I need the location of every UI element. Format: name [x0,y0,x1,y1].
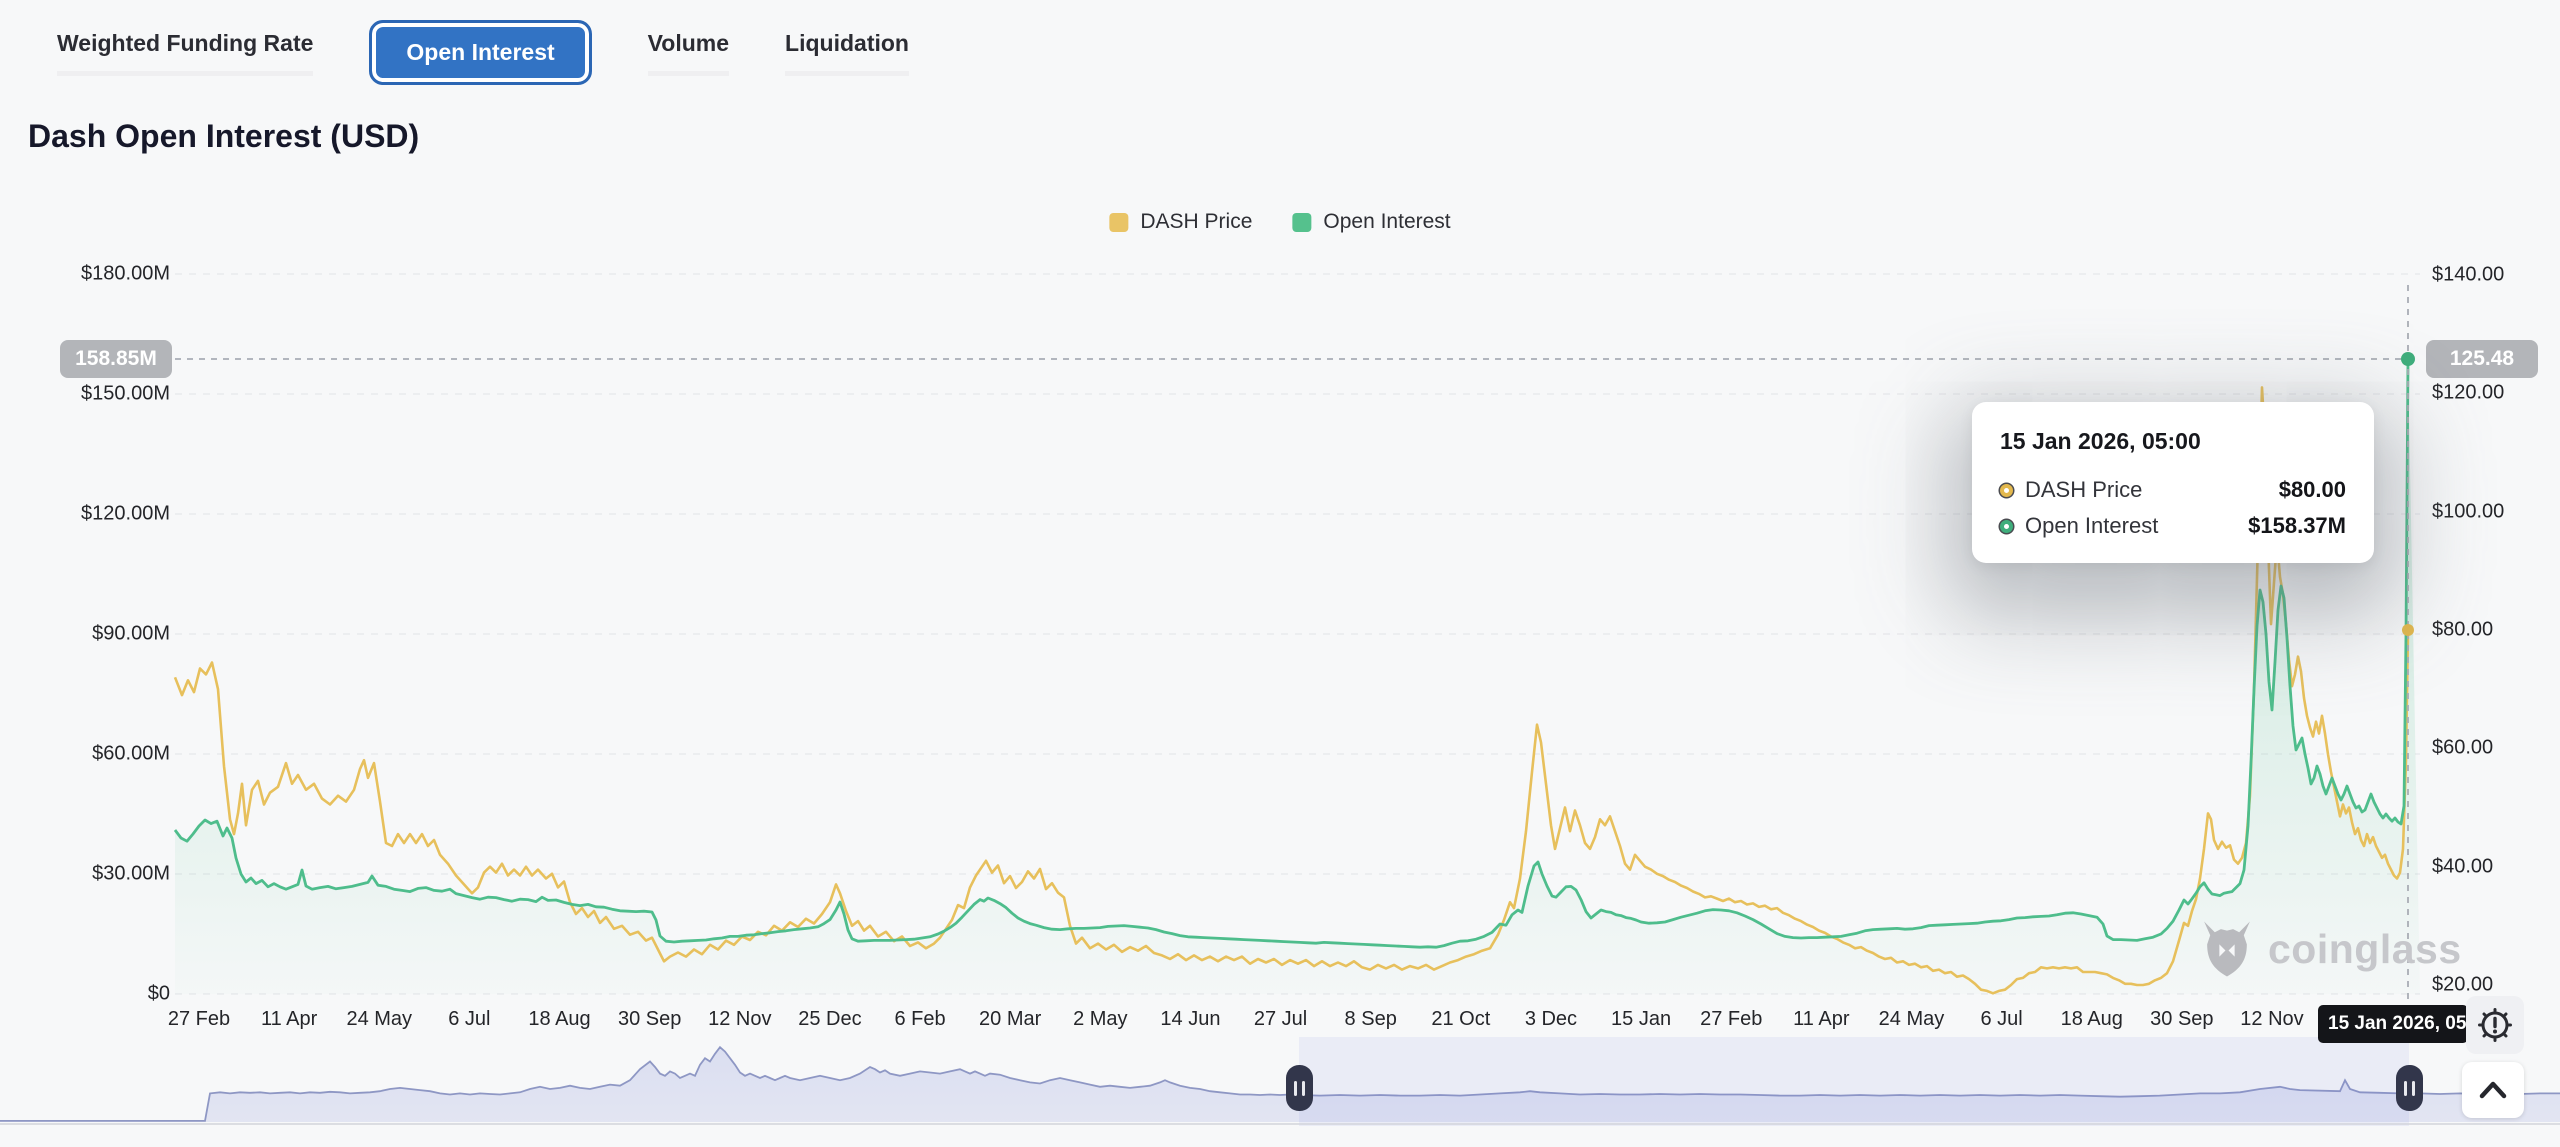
tooltip-row-value: $158.37M [2248,513,2346,538]
right-axis-tick: $60.00 [2432,736,2494,759]
x-axis-tick: 14 Jun [1160,1008,1221,1030]
right-axis-tick: $20.00 [2432,973,2494,996]
x-axis-tick: 27 Feb [167,1008,231,1030]
left-axis-tick: $120.00M [81,502,170,525]
tooltip-row-open-interest: Open Interest $158.37M [2000,513,2346,539]
chart-series [173,360,2420,995]
open-interest-swatch-icon [1292,212,1312,232]
left-axis-tick: $0 [147,982,170,1005]
tab-weighted-funding-rate[interactable]: Weighted Funding Rate [57,30,314,76]
right-axis-tick: $80.00 [2432,618,2494,641]
crosshair-date-pill: 15 Jan 2026, 05: [2318,1005,2468,1043]
left-axis-tick: $30.00M [92,862,170,885]
chart-tooltip: 15 Jan 2026, 05:00 DASH Price $80.00 Ope… [1972,402,2374,563]
right-axis-tick: $140.00 [2432,263,2505,286]
tab-volume[interactable]: Volume [647,30,730,76]
tab-liquidation[interactable]: Liquidation [785,30,909,76]
legend-item-open-interest[interactable]: Open Interest [1292,210,1451,234]
x-axis-tick: 24 May [1878,1008,1945,1030]
x-axis-tick: 20 Mar [979,1008,1042,1030]
x-axis-tick: 18 Aug [2060,1008,2123,1030]
crosshair [175,285,2415,1040]
x-axis-tick: 30 Sep [617,1008,682,1030]
collapse-panel-button[interactable] [2462,1062,2524,1118]
left-axis-tick: $150.00M [81,382,170,405]
x-axis-tick: 11 Apr [260,1008,318,1030]
x-axis-tick: 11 Apr [1793,1008,1850,1030]
x-axis-tick: 30 Sep [2150,1008,2214,1030]
x-axis-tick: 6 Jul [1980,1008,2023,1030]
left-axis-tick: $90.00M [92,622,170,645]
chart-legend: DASH Price Open Interest [1109,210,1451,234]
left-axis-tick: $60.00M [92,742,170,765]
tooltip-row-value: $80.00 [2278,477,2346,502]
x-axis-tick: 6 Jul [448,1008,491,1030]
x-axis-tick: 6 Feb [894,1008,946,1030]
x-axis-tick: 27 Feb [1700,1008,1763,1030]
crosshair-right-value-pill: 125.48 [2426,340,2538,378]
x-axis-tick: 21 Oct [1431,1008,1491,1030]
tooltip-row-label: DASH Price [2025,477,2143,502]
open-interest-marker-icon [2000,519,2013,533]
x-axis-tick: 8 Sep [1344,1008,1397,1030]
right-axis-tick: $40.00 [2432,855,2494,878]
x-axis-tick: 27 Jul [1253,1008,1308,1030]
right-axis-tick: $120.00 [2432,381,2505,404]
gridlines [175,273,2420,995]
tooltip-date: 15 Jan 2026, 05:00 [2000,428,2201,454]
x-axis-tick: 18 Aug [528,1008,591,1030]
dash-price-swatch-icon [1109,212,1129,232]
navigator-minimap[interactable] [0,1037,2560,1126]
x-axis-tick: 12 Nov [2240,1008,2304,1030]
legend-item-dash-price[interactable]: DASH Price [1109,210,1252,234]
x-axis-tick: 2 May [1073,1008,1128,1030]
indicator-settings-button[interactable] [2466,996,2524,1054]
dash-price-marker-icon [2000,483,2013,497]
right-axis-tick: $100.00 [2432,500,2505,523]
legend-label: DASH Price [1140,210,1253,233]
navigator-right-handle[interactable] [2396,1065,2423,1111]
chevron-up-icon [2479,1081,2507,1099]
gear-alert-icon [2478,1008,2512,1042]
x-axis-tick: 15 Jan [1611,1008,1672,1030]
page-title: Dash Open Interest (USD) [28,118,420,154]
chart-type-tabs: Weighted Funding Rate Open Interest Volu… [57,20,909,85]
tooltip-row-dash-price: DASH Price $80.00 [2000,477,2346,503]
x-axis-tick: 25 Dec [798,1008,862,1030]
x-axis-tick: 12 Nov [708,1008,772,1030]
tab-open-interest[interactable]: Open Interest [369,20,592,85]
left-axis-tick: $180.00M [81,262,170,285]
legend-label: Open Interest [1323,210,1451,233]
tooltip-row-label: Open Interest [2025,513,2159,538]
x-axis-tick: 3 Dec [1524,1008,1578,1030]
x-axis-tick: 24 May [346,1008,413,1030]
navigator-left-handle[interactable] [1286,1065,1313,1111]
crosshair-left-value-pill: 158.85M [60,340,172,378]
